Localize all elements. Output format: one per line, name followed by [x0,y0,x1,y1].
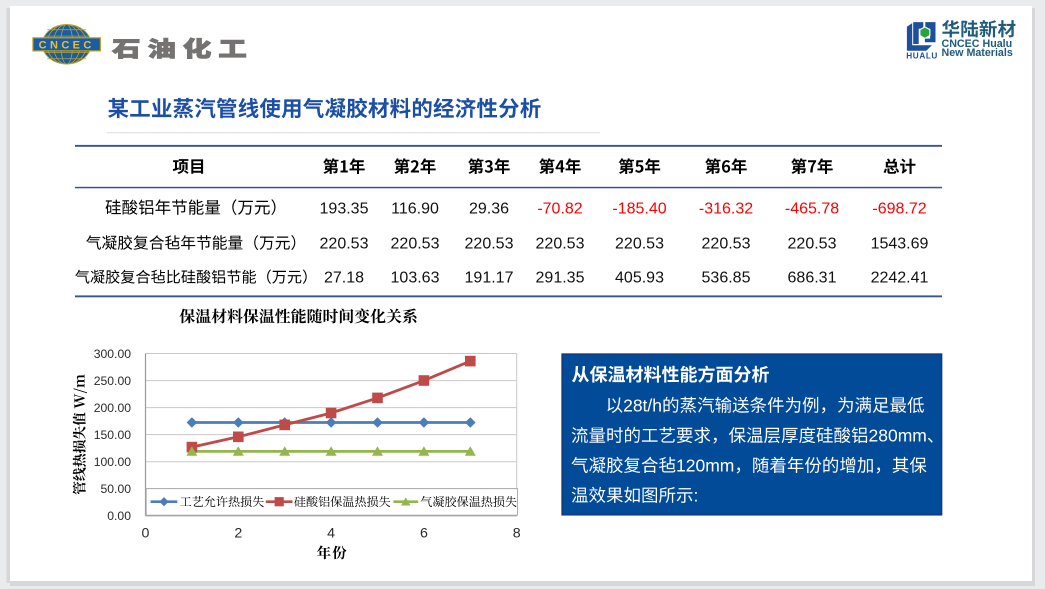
svg-text:220.53: 220.53 [536,236,585,253]
svg-text:0.00: 0.00 [107,509,131,523]
svg-text:291.35: 291.35 [536,269,585,286]
svg-text:New Materials: New Materials [942,47,1013,59]
svg-text:405.93: 405.93 [615,269,664,286]
svg-text:-316.32: -316.32 [699,200,753,217]
svg-text:220.53: 220.53 [788,236,837,253]
svg-text:120mm: 120mm [676,456,734,476]
svg-text:6: 6 [420,526,428,542]
svg-text:220.53: 220.53 [615,236,664,253]
svg-text:50.00: 50.00 [101,482,132,496]
svg-text:686.31: 686.31 [788,269,837,286]
svg-text:HUALU: HUALU [906,52,938,61]
svg-text:-70.82: -70.82 [537,200,582,217]
svg-text:0: 0 [142,526,150,542]
svg-text:220.53: 220.53 [465,236,514,253]
svg-text:193.35: 193.35 [320,200,369,217]
svg-text:29.36: 29.36 [469,200,509,217]
svg-text:280mm: 280mm [869,426,927,446]
svg-text:4: 4 [327,526,335,542]
svg-text:220.53: 220.53 [702,236,751,253]
svg-text:250.00: 250.00 [94,374,131,388]
svg-text:CNCEC Hualu: CNCEC Hualu [942,38,1013,50]
svg-text:150.00: 150.00 [94,428,131,442]
svg-text:100.00: 100.00 [94,455,131,469]
svg-text:-185.40: -185.40 [612,200,666,217]
svg-text:8: 8 [513,526,521,542]
svg-text:2242.41: 2242.41 [871,269,929,286]
svg-text:116.90: 116.90 [391,200,439,217]
svg-text:-698.72: -698.72 [872,200,926,217]
svg-text:220.53: 220.53 [320,236,369,253]
svg-text:1543.69: 1543.69 [871,236,929,253]
svg-text:103.63: 103.63 [391,269,440,286]
svg-text:536.85: 536.85 [702,269,751,286]
svg-text:CNCEC: CNCEC [39,40,95,52]
svg-text:200.00: 200.00 [94,401,131,415]
svg-text:28t/h: 28t/h [623,396,662,416]
svg-text:-465.78: -465.78 [785,200,839,217]
svg-text:27.18: 27.18 [324,269,364,286]
svg-text:191.17: 191.17 [465,269,514,286]
svg-text:2: 2 [234,526,242,542]
svg-text:300.00: 300.00 [94,347,131,361]
svg-text::: : [694,486,699,506]
svg-text:220.53: 220.53 [391,236,440,253]
